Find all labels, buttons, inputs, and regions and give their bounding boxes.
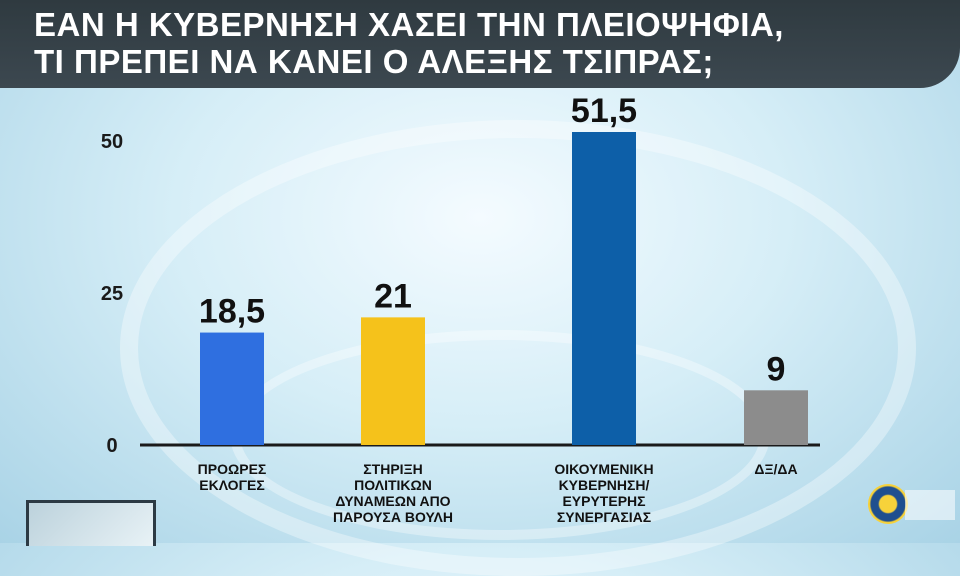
broadcast-corner-graphic	[26, 500, 156, 546]
logo-caption-box	[905, 490, 955, 520]
category-label-line: ΟΙΚΟΥΜΕΝΙΚΗ	[554, 461, 653, 477]
category-label-line: ΠΡΟΩΡΕΣ	[198, 461, 267, 477]
y-tick-label: 25	[101, 283, 123, 305]
bar	[572, 132, 636, 445]
title-banner: ΕΑΝ Η ΚΥΒΕΡΝΗΣΗ ΧΑΣΕΙ ΤΗΝ ΠΛΕΙΟΨΗΦΙΑ, ΤΙ…	[0, 0, 960, 88]
bar	[200, 332, 264, 445]
category-label-line: ΣΥΝΕΡΓΑΣΙΑΣ	[557, 509, 651, 525]
category-label: ΠΡΟΩΡΕΣ ΕΚΛΟΓΕΣ	[198, 461, 267, 493]
y-tick-label: 50	[101, 131, 123, 153]
category-label-line: ΕΚΛΟΓΕΣ	[199, 477, 264, 493]
category-label: ΟΙΚΟΥΜΕΝΙΚΗ ΚΥΒΕΡΝΗΣΗ/ΕΥΡΥΤΕΡΗΣ ΣΥΝΕΡΓΑΣΙΑ…	[554, 461, 653, 525]
bar-value-label: 9	[767, 350, 786, 388]
bars-group: 18,5 ΠΡΟΩΡΕΣ ΕΚΛΟΓΕΣ 21 ΣΤΗΡΙΞΗ ΠΟΛΙΤΙΚΩΝ ΔΥΝΑ…	[198, 92, 808, 525]
category-label-line: ΔΞ/ΔΑ	[754, 461, 797, 477]
category-label-line: ΠΑΡΟΥΣΑ ΒΟΥΛΗ	[333, 509, 453, 525]
bar-chart: 0 25 50 18,5 ΠΡΟΩΡΕΣ ΕΚΛΟΓΕΣ 21 ΣΤΗΡΙΞΗ ΠΟΛΙΤΙΚ…	[101, 92, 820, 525]
category-label-line: ΣΤΗΡΙΞΗ	[363, 461, 422, 477]
category-label-line: ΔΥΝΑΜΕΩΝ ΑΠΟ	[335, 493, 450, 509]
chart-title: ΕΑΝ Η ΚΥΒΕΡΝΗΣΗ ΧΑΣΕΙ ΤΗΝ ΠΛΕΙΟΨΗΦΙΑ, ΤΙ…	[34, 6, 784, 80]
bar	[744, 390, 808, 445]
category-label: ΣΤΗΡΙΞΗ ΠΟΛΙΤΙΚΩΝ ΔΥΝΑΜΕΩΝ ΑΠΟ ΠΑΡΟΥΣΑ ΒΟΥΛ…	[333, 461, 453, 525]
bar-value-label: 21	[374, 277, 412, 315]
university-logo-icon	[868, 484, 908, 524]
category-label: ΔΞ/ΔΑ	[754, 461, 797, 477]
y-tick-label: 0	[106, 435, 117, 457]
category-label-line: ΚΥΒΕΡΝΗΣΗ/	[559, 477, 650, 493]
category-label-line: ΕΥΡΥΤΕΡΗΣ	[562, 493, 645, 509]
category-label-line: ΠΟΛΙΤΙΚΩΝ	[354, 477, 432, 493]
bar	[361, 317, 425, 445]
bar-value-label: 51,5	[571, 92, 637, 130]
bar-value-label: 18,5	[199, 293, 265, 331]
